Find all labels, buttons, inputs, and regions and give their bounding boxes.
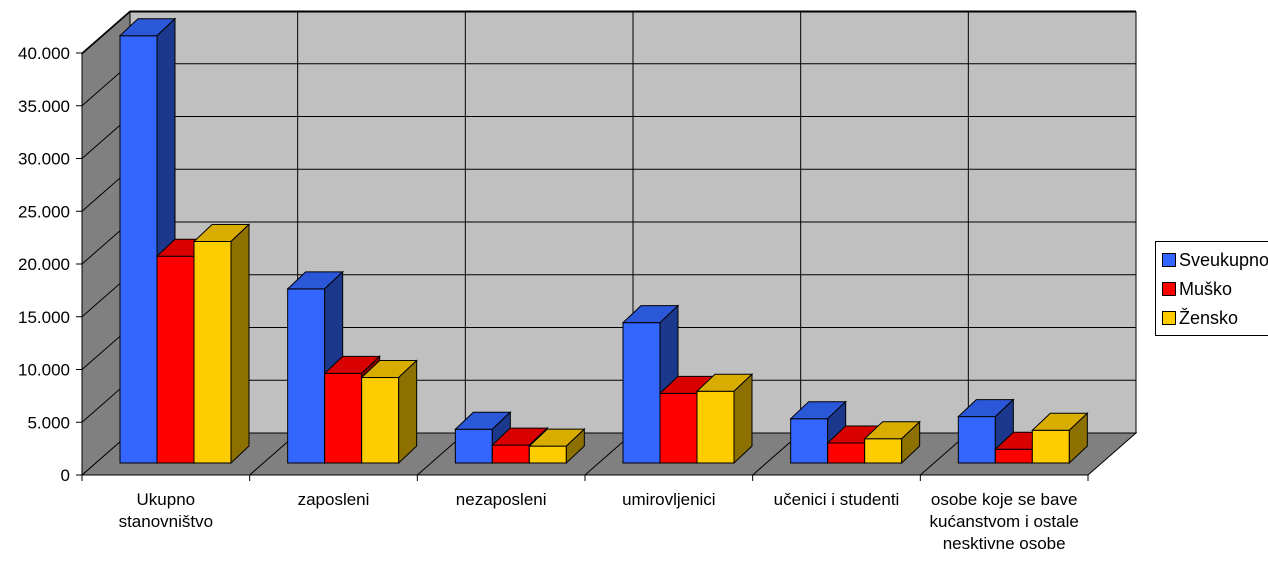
y-tick-label: 0: [61, 466, 70, 485]
x-tick-label: nesktivne osobe: [943, 534, 1066, 553]
x-tick-label: stanovništvo: [119, 512, 214, 531]
bar-0-5: [957, 416, 996, 464]
bar-2-3: [696, 390, 735, 464]
bar-2-0: [193, 240, 232, 464]
y-tick-label: 10.000: [18, 361, 70, 380]
bar-0-0: [119, 35, 158, 464]
bar-side-2-1: [398, 359, 418, 465]
bar-1-3: [659, 392, 698, 464]
gridline-side: [81, 10, 131, 54]
bar-side-2-2: [565, 427, 585, 465]
legend-swatch-musko: [1162, 282, 1176, 296]
y-tick-label: 20.000: [18, 255, 70, 274]
y-tick-label: 15.000: [18, 308, 70, 327]
bar-1-0: [156, 255, 195, 464]
x-tick-label: nezaposleni: [456, 490, 547, 509]
bar-2-4: [864, 438, 903, 464]
y-tick-label: 35.000: [18, 97, 70, 116]
bar-side-2-4: [901, 420, 921, 465]
legend-item-sveukupno: Sveukupno: [1162, 249, 1268, 271]
bar-1-1: [324, 372, 363, 464]
bar-side-2-0: [230, 223, 250, 465]
bar-1-5: [994, 448, 1033, 464]
legend-label-musko: Muško: [1179, 278, 1233, 299]
legend-swatch-zensko: [1162, 311, 1176, 325]
x-tick-label: osobe koje se bave: [931, 490, 1078, 509]
y-tick-label: 30.000: [18, 150, 70, 169]
bar-0-2: [454, 428, 493, 464]
bar-0-3: [622, 322, 661, 464]
bar-1-2: [491, 444, 530, 464]
bar-2-2: [528, 445, 567, 464]
bar-2-5: [1031, 429, 1070, 464]
legend-item-zensko: Žensko: [1162, 307, 1238, 329]
x-tick-label: umirovljenici: [622, 490, 716, 509]
legend-label-sveukupno: Sveukupno: [1179, 249, 1268, 270]
y-tick-label: 5.000: [27, 413, 70, 432]
bar-2-1: [361, 377, 400, 464]
bar-0-1: [287, 288, 326, 464]
x-tick-label: učenici i studenti: [774, 490, 900, 509]
legend-swatch-sveukupno: [1162, 253, 1176, 267]
legend: Sveukupno Muško Žensko: [1155, 241, 1268, 336]
x-tick-label: zaposleni: [298, 490, 370, 509]
legend-item-musko: Muško: [1162, 278, 1232, 300]
x-tick-label: kućanstvom i ostale: [930, 512, 1079, 531]
x-tick-label: Ukupno: [137, 490, 196, 509]
y-tick-label: 25.000: [18, 202, 70, 221]
bar-0-4: [790, 418, 829, 464]
y-tick-label: 40.000: [18, 44, 70, 63]
bar-1-4: [827, 442, 866, 464]
bar-side-2-5: [1068, 412, 1088, 465]
legend-label-zensko: Žensko: [1179, 307, 1239, 328]
bar-side-2-3: [733, 373, 753, 465]
